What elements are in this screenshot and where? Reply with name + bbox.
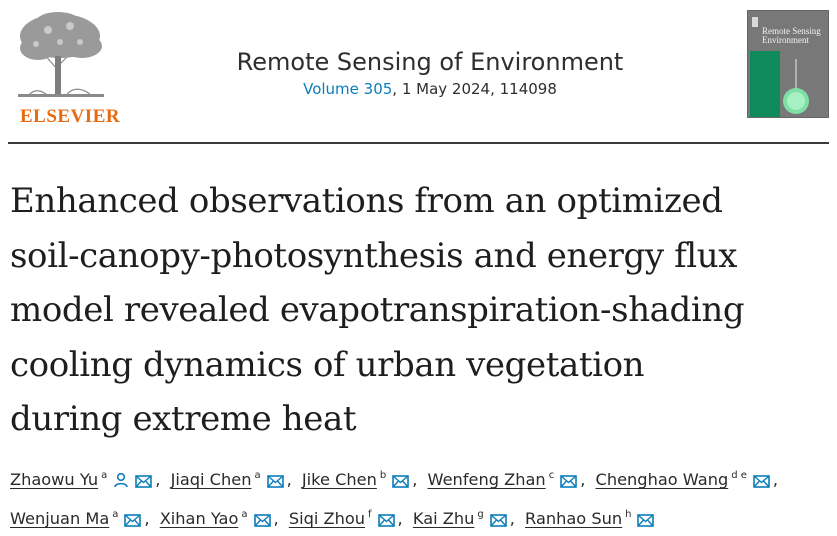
envelope-icon[interactable] [135,475,153,488]
envelope-icon[interactable] [560,475,578,488]
author-affiliation[interactable]: c [548,470,555,481]
author-separator: , [397,509,403,528]
author-affiliation[interactable]: b [379,470,387,481]
title-line: soil-canopy-photosynthesis and energy fl… [10,235,738,276]
envelope-icon[interactable] [753,475,770,488]
header-divider [8,142,829,144]
author-ranhao-sun: Ranhao Sun h [525,509,662,528]
author-separator: , [412,470,418,489]
envelope-icon[interactable] [266,475,284,488]
title-line: model revealed evapotranspiration-shadin… [10,290,745,330]
envelope-icon[interactable] [392,475,410,488]
title-line: during extreme heat [10,399,357,439]
envelope-icon[interactable] [253,514,271,527]
title-line: cooling dynamics of urban vegetation [10,344,645,385]
author-separator: , [273,509,279,528]
author-separator: , [509,509,515,528]
elsevier-tree-icon [18,12,104,97]
author-kai-zhu: Kai Zhu g, [413,509,520,528]
author-xihan-yao: Xihan Yao a, [160,509,284,528]
issue-date: , 1 May 2024, 114098 [392,80,557,98]
author-separator: , [144,509,150,528]
author-separator: , [286,470,292,489]
author-name[interactable]: Ranhao Sun [525,509,623,528]
author-affiliation[interactable]: d e [731,470,747,481]
envelope-icon[interactable] [637,514,655,527]
author-name[interactable]: Jiaqi Chen [170,470,252,489]
author-siqi-zhou: Siqi Zhou f, [289,509,408,528]
cover-title: Remote Sensing Environment [762,26,821,45]
journal-cover[interactable]: Remote Sensing Environment [747,10,829,118]
author-wenfeng-zhan: Wenfeng Zhan c, [428,470,591,489]
title-line: Enhanced observations from an optimized [10,181,723,221]
author-separator: , [155,470,161,489]
journal-header: Remote Sensing of Environment Volume 305… [160,46,700,100]
author-name[interactable]: Wenfeng Zhan [427,470,546,489]
author-affiliation[interactable]: a [254,470,261,481]
author-name[interactable]: Jike Chen [301,470,377,489]
author-separator: , [580,470,586,489]
author-chenghao-wang: Chenghao Wang d e, [596,470,784,489]
journal-name[interactable]: Remote Sensing of Environment [236,48,624,76]
author-affiliation[interactable]: g [477,509,484,520]
article-title: Enhanced observations from an optimized … [10,174,830,447]
envelope-icon[interactable] [377,514,395,527]
person-icon[interactable] [113,472,129,488]
author-affiliation[interactable]: a [112,509,119,520]
publisher-name: ELSEVIER [20,106,121,127]
author-name[interactable]: Wenjuan Ma [10,509,110,528]
author-affiliation[interactable]: a [241,509,248,520]
author-jike-chen: Jike Chen b, [302,470,422,489]
author-name[interactable]: Xihan Yao [159,509,239,528]
author-name[interactable]: Kai Zhu [412,509,475,528]
author-affiliation[interactable]: h [625,509,632,520]
author-name[interactable]: Siqi Zhou [288,509,366,528]
author-separator: , [772,470,779,489]
author-name[interactable]: Chenghao Wang [595,470,729,489]
author-jiaqi-chen: Jiaqi Chen a, [171,470,297,489]
author-name[interactable]: Zhaowu Yu [10,470,99,489]
envelope-icon[interactable] [489,514,507,527]
author-wenjuan-ma: Wenjuan Ma a, [10,509,155,528]
envelope-icon[interactable] [124,514,142,527]
author-affiliation[interactable]: a [101,470,108,481]
volume-link[interactable]: Volume 305 [303,80,393,98]
author-list: Zhaowu Yu a, Jiaqi Chen a, Jike Chen b, Wen… [10,458,835,536]
publisher-logo[interactable]: ELSEVIER [8,8,120,127]
cover-art-icon [748,11,828,117]
author-zhaowu-yu: Zhaowu Yu a, [10,470,165,489]
issue-info: Volume 305, 1 May 2024, 114098 [160,78,700,100]
author-affiliation[interactable]: f [368,509,372,520]
